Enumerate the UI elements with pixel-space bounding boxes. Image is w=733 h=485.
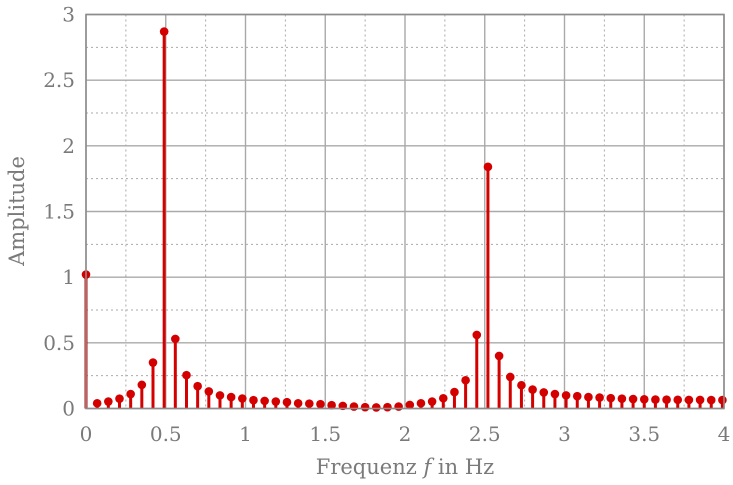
stem-marker: [249, 395, 258, 405]
x-tick-label: 4: [718, 422, 731, 446]
stem-marker: [193, 381, 202, 391]
stem-series: [81, 27, 727, 412]
stem-marker: [360, 402, 370, 412]
stem-marker: [148, 358, 158, 367]
x-tick-label: 2: [399, 422, 412, 446]
stem-marker: [628, 394, 638, 404]
stem-marker: [695, 395, 705, 405]
stem-marker: [171, 334, 180, 344]
stem-marker: [115, 394, 124, 403]
stem-marker: [238, 394, 247, 403]
stem-marker: [706, 395, 716, 405]
stem-marker: [517, 380, 526, 390]
x-tick-labels: 0 0.5 1 1.5 2 2.5 3 3.5 4: [80, 422, 731, 446]
stem-marker: [651, 395, 660, 404]
y-tick-label: 3: [62, 3, 75, 27]
stem-marker: [673, 395, 683, 405]
y-tick-label: 0: [62, 397, 75, 421]
y-tick-label: 0.5: [43, 331, 75, 355]
x-axis-label: Frequenz f in Hz: [316, 455, 494, 479]
stem-marker: [561, 391, 571, 400]
stem-marker: [494, 351, 504, 361]
stem-marker: [617, 394, 627, 403]
stem-marker: [104, 397, 113, 406]
stem-marker: [293, 398, 303, 408]
x-tick-label: 3.5: [628, 422, 660, 446]
stem-marker: [718, 395, 727, 405]
x-tick-label: 1.5: [309, 422, 341, 446]
y-tick-label: 1: [62, 265, 75, 289]
x-tick-label: 1: [239, 422, 252, 446]
stem-marker: [260, 396, 269, 406]
stem-marker: [316, 399, 325, 409]
stem-marker: [639, 395, 649, 404]
stem-marker: [126, 389, 135, 399]
stem-marker: [282, 397, 292, 407]
stem-marker: [204, 387, 214, 396]
stem-marker: [606, 393, 616, 403]
stem-marker: [182, 370, 191, 380]
x-tick-label: 2.5: [469, 422, 501, 446]
stem-marker: [394, 402, 403, 411]
x-tick-label: 0: [80, 422, 93, 446]
stem-marker: [416, 398, 426, 408]
stem-marker: [438, 393, 448, 403]
x-tick-label: 0.5: [150, 422, 182, 446]
stem-marker: [450, 387, 459, 397]
y-tick-labels: 0 0.5 1 1.5 2 2.5 3: [43, 3, 75, 421]
stem-marker: [505, 372, 515, 382]
stem-marker: [271, 397, 281, 406]
stem-marker: [305, 399, 314, 408]
stem-marker: [550, 389, 560, 399]
stem-marker: [483, 162, 493, 172]
stem-marker: [327, 400, 336, 410]
y-tick-label: 2: [62, 134, 75, 158]
stem-marker: [405, 400, 415, 410]
y-tick-label: 1.5: [43, 200, 75, 224]
stem-marker: [572, 391, 582, 401]
stem-marker: [461, 375, 470, 385]
stem-marker: [383, 402, 392, 412]
y-axis-label: Amplitude: [5, 156, 29, 267]
stem-marker: [215, 391, 225, 400]
stem-marker: [226, 392, 236, 402]
stem-marker: [92, 398, 102, 408]
stem-marker: [539, 388, 549, 397]
major-grid: [85, 13, 725, 410]
stem-marker: [584, 392, 593, 402]
stem-marker: [528, 385, 537, 394]
y-tick-label: 2.5: [43, 68, 75, 92]
x-tick-label: 3: [558, 422, 571, 446]
stem-marker: [662, 395, 671, 405]
stem-marker: [427, 397, 437, 406]
stem-marker: [349, 402, 359, 411]
stem-marker: [137, 380, 147, 390]
stem-marker: [595, 393, 604, 402]
stem-marker: [684, 395, 694, 405]
stem-marker: [371, 403, 381, 412]
stem-marker: [472, 330, 482, 340]
stem-marker: [159, 27, 169, 36]
plot-frame: [85, 13, 725, 410]
